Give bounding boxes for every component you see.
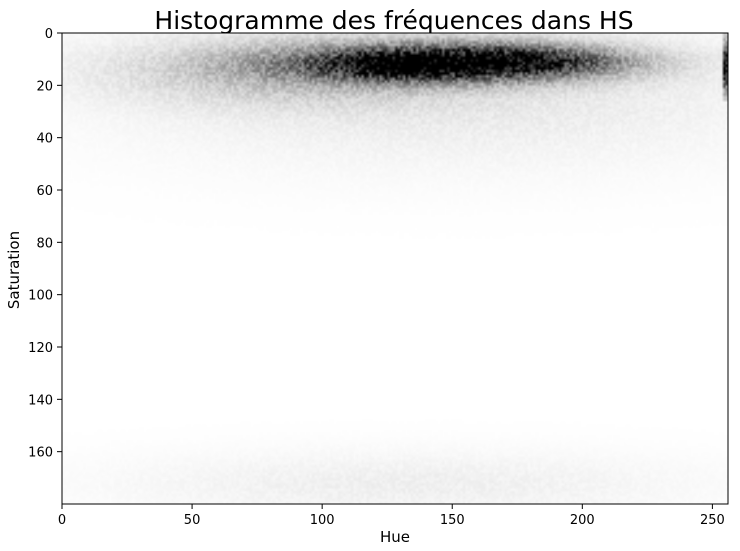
chart-title: Histogramme des fréquences dans HS (154, 6, 633, 35)
y-tick-label: 100 (28, 289, 53, 304)
y-tick-label: 140 (28, 393, 53, 408)
y-tick-label: 120 (28, 341, 53, 356)
x-tick-label: 250 (700, 513, 725, 528)
y-tick-label: 40 (36, 132, 53, 147)
y-tick-label: 160 (28, 446, 53, 461)
x-axis-ticks: 0 50 100 150 200 250 (58, 504, 725, 528)
y-axis-ticks: 0 20 40 60 80 100 120 140 160 (28, 27, 62, 461)
heatmap-plot-area (61, 32, 729, 505)
x-tick-label: 50 (184, 513, 201, 528)
plot-frame (61, 32, 729, 505)
y-axis-label: Saturation (5, 231, 23, 309)
x-axis-label: Hue (380, 528, 410, 546)
y-tick-label: 0 (45, 27, 53, 42)
x-tick-label: 150 (440, 513, 465, 528)
x-tick-label: 0 (58, 513, 66, 528)
x-tick-label: 200 (570, 513, 595, 528)
heatmap-image (62, 33, 728, 504)
y-tick-label: 80 (36, 236, 53, 251)
x-tick-label: 100 (310, 513, 335, 528)
y-tick-label: 20 (36, 79, 53, 94)
y-tick-label: 60 (36, 184, 53, 199)
